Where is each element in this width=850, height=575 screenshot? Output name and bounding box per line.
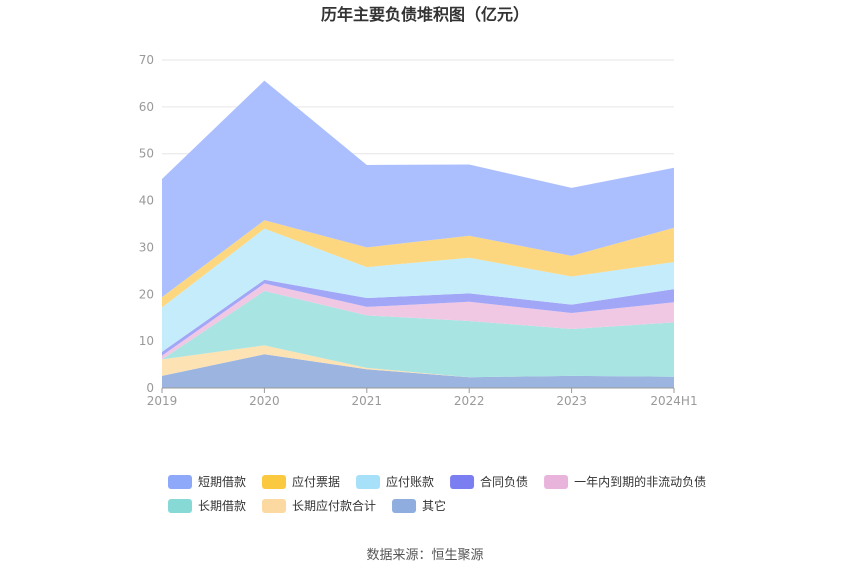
legend-item: 应付票据	[262, 474, 340, 489]
legend-swatch	[168, 475, 192, 489]
x-tick-label: 2023	[556, 394, 587, 408]
legend-label: 长期应付款合计	[292, 498, 376, 513]
y-tick-label: 20	[139, 287, 154, 301]
x-tick-label: 2022	[454, 394, 485, 408]
x-tick-label: 2024H1	[650, 394, 697, 408]
legend-label: 合同负债	[480, 474, 528, 489]
legend-swatch	[392, 499, 417, 513]
area-1	[162, 345, 674, 378]
legend-label: 一年内到期的非流动负债	[574, 474, 706, 489]
legend-label: 其它	[422, 498, 446, 513]
area-6	[162, 220, 674, 308]
area-5	[162, 228, 674, 352]
x-tick-label: 2020	[249, 394, 280, 408]
x-tick-label: 2021	[352, 394, 383, 408]
legend-swatch	[356, 475, 381, 489]
y-tick-label: 40	[139, 194, 154, 208]
legend-item: 短期借款	[168, 475, 246, 489]
legend-swatch	[544, 475, 569, 489]
area-2	[162, 291, 674, 378]
y-tick-label: 50	[139, 147, 154, 161]
legend-item: 合同负债	[450, 474, 528, 489]
area-3	[162, 283, 674, 360]
legend-label: 短期借款	[198, 475, 246, 489]
x-tick-label: 2019	[147, 394, 178, 408]
source-note: 数据来源：恒生聚源	[366, 548, 483, 563]
y-tick-label: 60	[139, 100, 154, 114]
y-tick-label: 0	[146, 381, 154, 395]
axes: 0 10 20 30 40 50 60 70 2019 2020 2021 2022 2023 2024H…	[139, 53, 698, 408]
legend-label: 应付票据	[292, 474, 340, 489]
legend-item: 长期应付款合计	[262, 498, 376, 513]
legend-swatch	[168, 499, 192, 513]
y-tick-label: 10	[139, 334, 154, 348]
legend-swatch	[262, 475, 287, 489]
legend-item: 其它	[392, 498, 446, 513]
area-0	[162, 354, 674, 388]
legend-item: 应付账款	[356, 474, 434, 489]
legend-item: 长期借款	[168, 499, 246, 513]
legend-swatch	[450, 475, 475, 489]
area-series	[162, 80, 674, 388]
legend-item: 一年内到期的非流动负债	[544, 474, 706, 489]
y-tick-label: 70	[139, 53, 154, 67]
legend-swatch	[262, 499, 287, 513]
area-7	[162, 80, 674, 298]
y-tick-label: 30	[139, 240, 154, 254]
chart-title: 历年主要负债堆积图（亿元）	[321, 5, 529, 24]
legend-label: 长期借款	[198, 499, 246, 513]
legend-label: 应付账款	[386, 474, 434, 489]
